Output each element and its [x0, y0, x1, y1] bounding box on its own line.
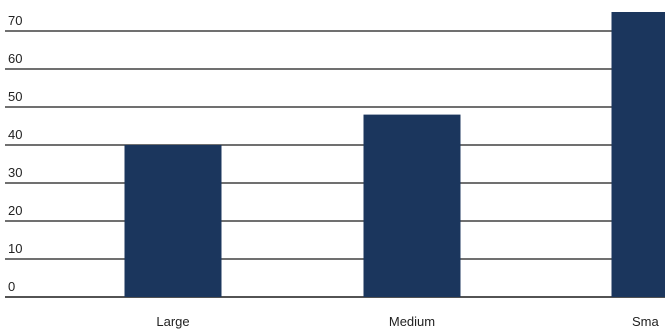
y-tick-label: 70 — [8, 13, 22, 28]
y-tick-label: 50 — [8, 89, 22, 104]
x-tick-label: Large — [156, 314, 189, 329]
y-tick-label: 20 — [8, 203, 22, 218]
y-tick-label: 10 — [8, 241, 22, 256]
y-tick-labels: 0 10 20 30 40 50 60 70 — [8, 13, 22, 294]
bar-small — [611, 12, 665, 297]
x-tick-label: Medium — [389, 314, 435, 329]
bar-large — [124, 145, 222, 297]
bar-medium — [363, 114, 461, 297]
y-tick-label: 30 — [8, 165, 22, 180]
y-tick-label: 40 — [8, 127, 22, 142]
x-tick-labels: Large Medium Sma — [156, 314, 659, 329]
gridlines — [5, 30, 665, 298]
y-tick-label: 60 — [8, 51, 22, 66]
bars — [124, 12, 665, 297]
x-tick-label: Sma — [632, 314, 660, 329]
y-tick-label: 0 — [8, 279, 15, 294]
